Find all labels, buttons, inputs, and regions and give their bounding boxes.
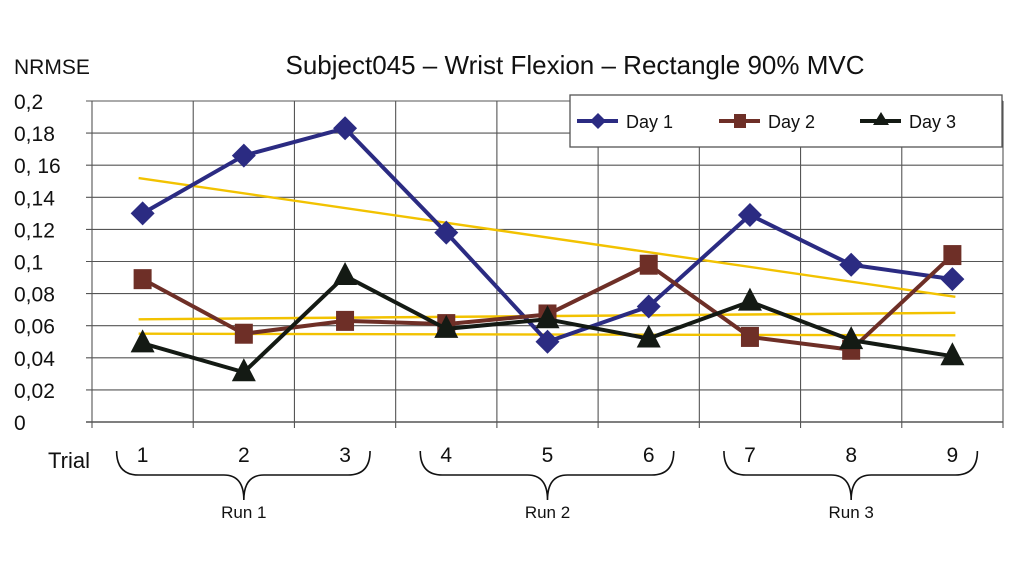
point-day-1-trial-5 bbox=[535, 329, 560, 354]
point-day-3-trial-3 bbox=[333, 261, 358, 285]
run-label: Run 1 bbox=[221, 503, 266, 522]
point-day-3-trial-6 bbox=[636, 324, 661, 348]
x-tick-label: 5 bbox=[542, 444, 554, 467]
x-tick-label: 4 bbox=[440, 444, 452, 467]
point-day-3-trial-7 bbox=[737, 287, 762, 311]
point-day-3-trial-9 bbox=[940, 342, 965, 366]
grid-lines bbox=[86, 100, 1004, 428]
y-tick-label: 0,08 bbox=[14, 284, 55, 307]
brace-run-1 bbox=[115, 450, 371, 501]
y-tick-label: 0,02 bbox=[14, 380, 55, 403]
point-day-2-trial-3 bbox=[336, 310, 355, 331]
point-day-1-trial-8 bbox=[839, 252, 864, 277]
x-axis-label: Trial bbox=[48, 448, 90, 473]
legend-label: Day 1 bbox=[626, 112, 673, 132]
point-day-2-trial-7 bbox=[740, 326, 759, 347]
legend-item-day-3: Day 3 bbox=[860, 112, 956, 132]
point-day-3-trial-5 bbox=[535, 305, 560, 329]
x-tick-label: 6 bbox=[643, 444, 655, 467]
point-day-1-trial-7 bbox=[737, 202, 762, 227]
x-tick-label: 9 bbox=[947, 444, 959, 467]
legend-label: Day 3 bbox=[909, 112, 956, 132]
y-tick-labels: 0 0,02 0,04 0,06 0,08 0,1 0,12 0,14 0, 16 0,18 0,2 bbox=[14, 91, 61, 435]
point-day-1-trial-2 bbox=[231, 143, 256, 168]
triangle-marker-icon bbox=[873, 112, 889, 125]
legend-item-day-2: Day 2 bbox=[719, 112, 815, 132]
legend-label: Day 2 bbox=[768, 112, 815, 132]
point-day-1-trial-6 bbox=[636, 294, 661, 319]
y-tick-label: 0 bbox=[14, 412, 26, 435]
legend-box bbox=[569, 94, 1003, 148]
point-day-2-trial-2 bbox=[234, 323, 253, 344]
series-lines bbox=[130, 116, 965, 382]
x-tick-label: 2 bbox=[238, 444, 250, 467]
point-day-1-trial-1 bbox=[130, 201, 155, 226]
point-day-3-trial-2 bbox=[231, 358, 256, 382]
point-day-3-trial-1 bbox=[130, 329, 155, 353]
diamond-marker-icon bbox=[590, 113, 606, 129]
y-tick-label: 0, 16 bbox=[14, 155, 61, 178]
point-day-2-trial-9 bbox=[943, 245, 962, 266]
point-day-3-trial-4 bbox=[434, 314, 459, 338]
brace-run-2 bbox=[419, 450, 675, 501]
point-day-1-trial-9 bbox=[940, 267, 965, 292]
point-day-3-trial-8 bbox=[839, 326, 864, 350]
y-tick-label: 0,2 bbox=[14, 91, 43, 114]
legend-item-day-1: Day 1 bbox=[577, 112, 673, 132]
trend-line-day-1 bbox=[138, 176, 956, 298]
point-day-1-trial-3 bbox=[333, 116, 358, 141]
x-tick-label: 3 bbox=[339, 444, 351, 467]
brace-run-3 bbox=[723, 450, 979, 501]
y-tick-label: 0,14 bbox=[14, 187, 55, 210]
x-tick-label: 1 bbox=[137, 444, 149, 467]
point-day-1-trial-4 bbox=[434, 220, 459, 245]
y-axis-label: NRMSE bbox=[14, 56, 90, 79]
run-label: Run 2 bbox=[525, 503, 570, 522]
y-tick-label: 0,18 bbox=[14, 123, 55, 146]
series-day-3 bbox=[130, 261, 965, 382]
y-tick-label: 0,12 bbox=[14, 219, 55, 242]
series-day-1 bbox=[130, 116, 965, 354]
x-tick-label: 7 bbox=[744, 444, 756, 467]
chart-title: Subject045 – Wrist Flexion – Rectangle 9… bbox=[285, 50, 864, 80]
square-marker-icon bbox=[734, 114, 746, 128]
run-label: Run 3 bbox=[828, 503, 873, 522]
y-tick-label: 0,04 bbox=[14, 348, 55, 371]
point-day-2-trial-6 bbox=[639, 254, 658, 275]
legend: Day 1 Day 2 Day 3 bbox=[569, 94, 1003, 148]
run-braces: Run 1 Run 2 Run 3 bbox=[115, 450, 979, 522]
point-day-2-trial-1 bbox=[133, 269, 152, 290]
y-tick-label: 0,1 bbox=[14, 252, 43, 275]
y-tick-label: 0,06 bbox=[14, 316, 55, 339]
x-tick-labels: 1 2 3 4 5 6 7 8 9 bbox=[137, 444, 958, 467]
x-tick-label: 8 bbox=[845, 444, 857, 467]
